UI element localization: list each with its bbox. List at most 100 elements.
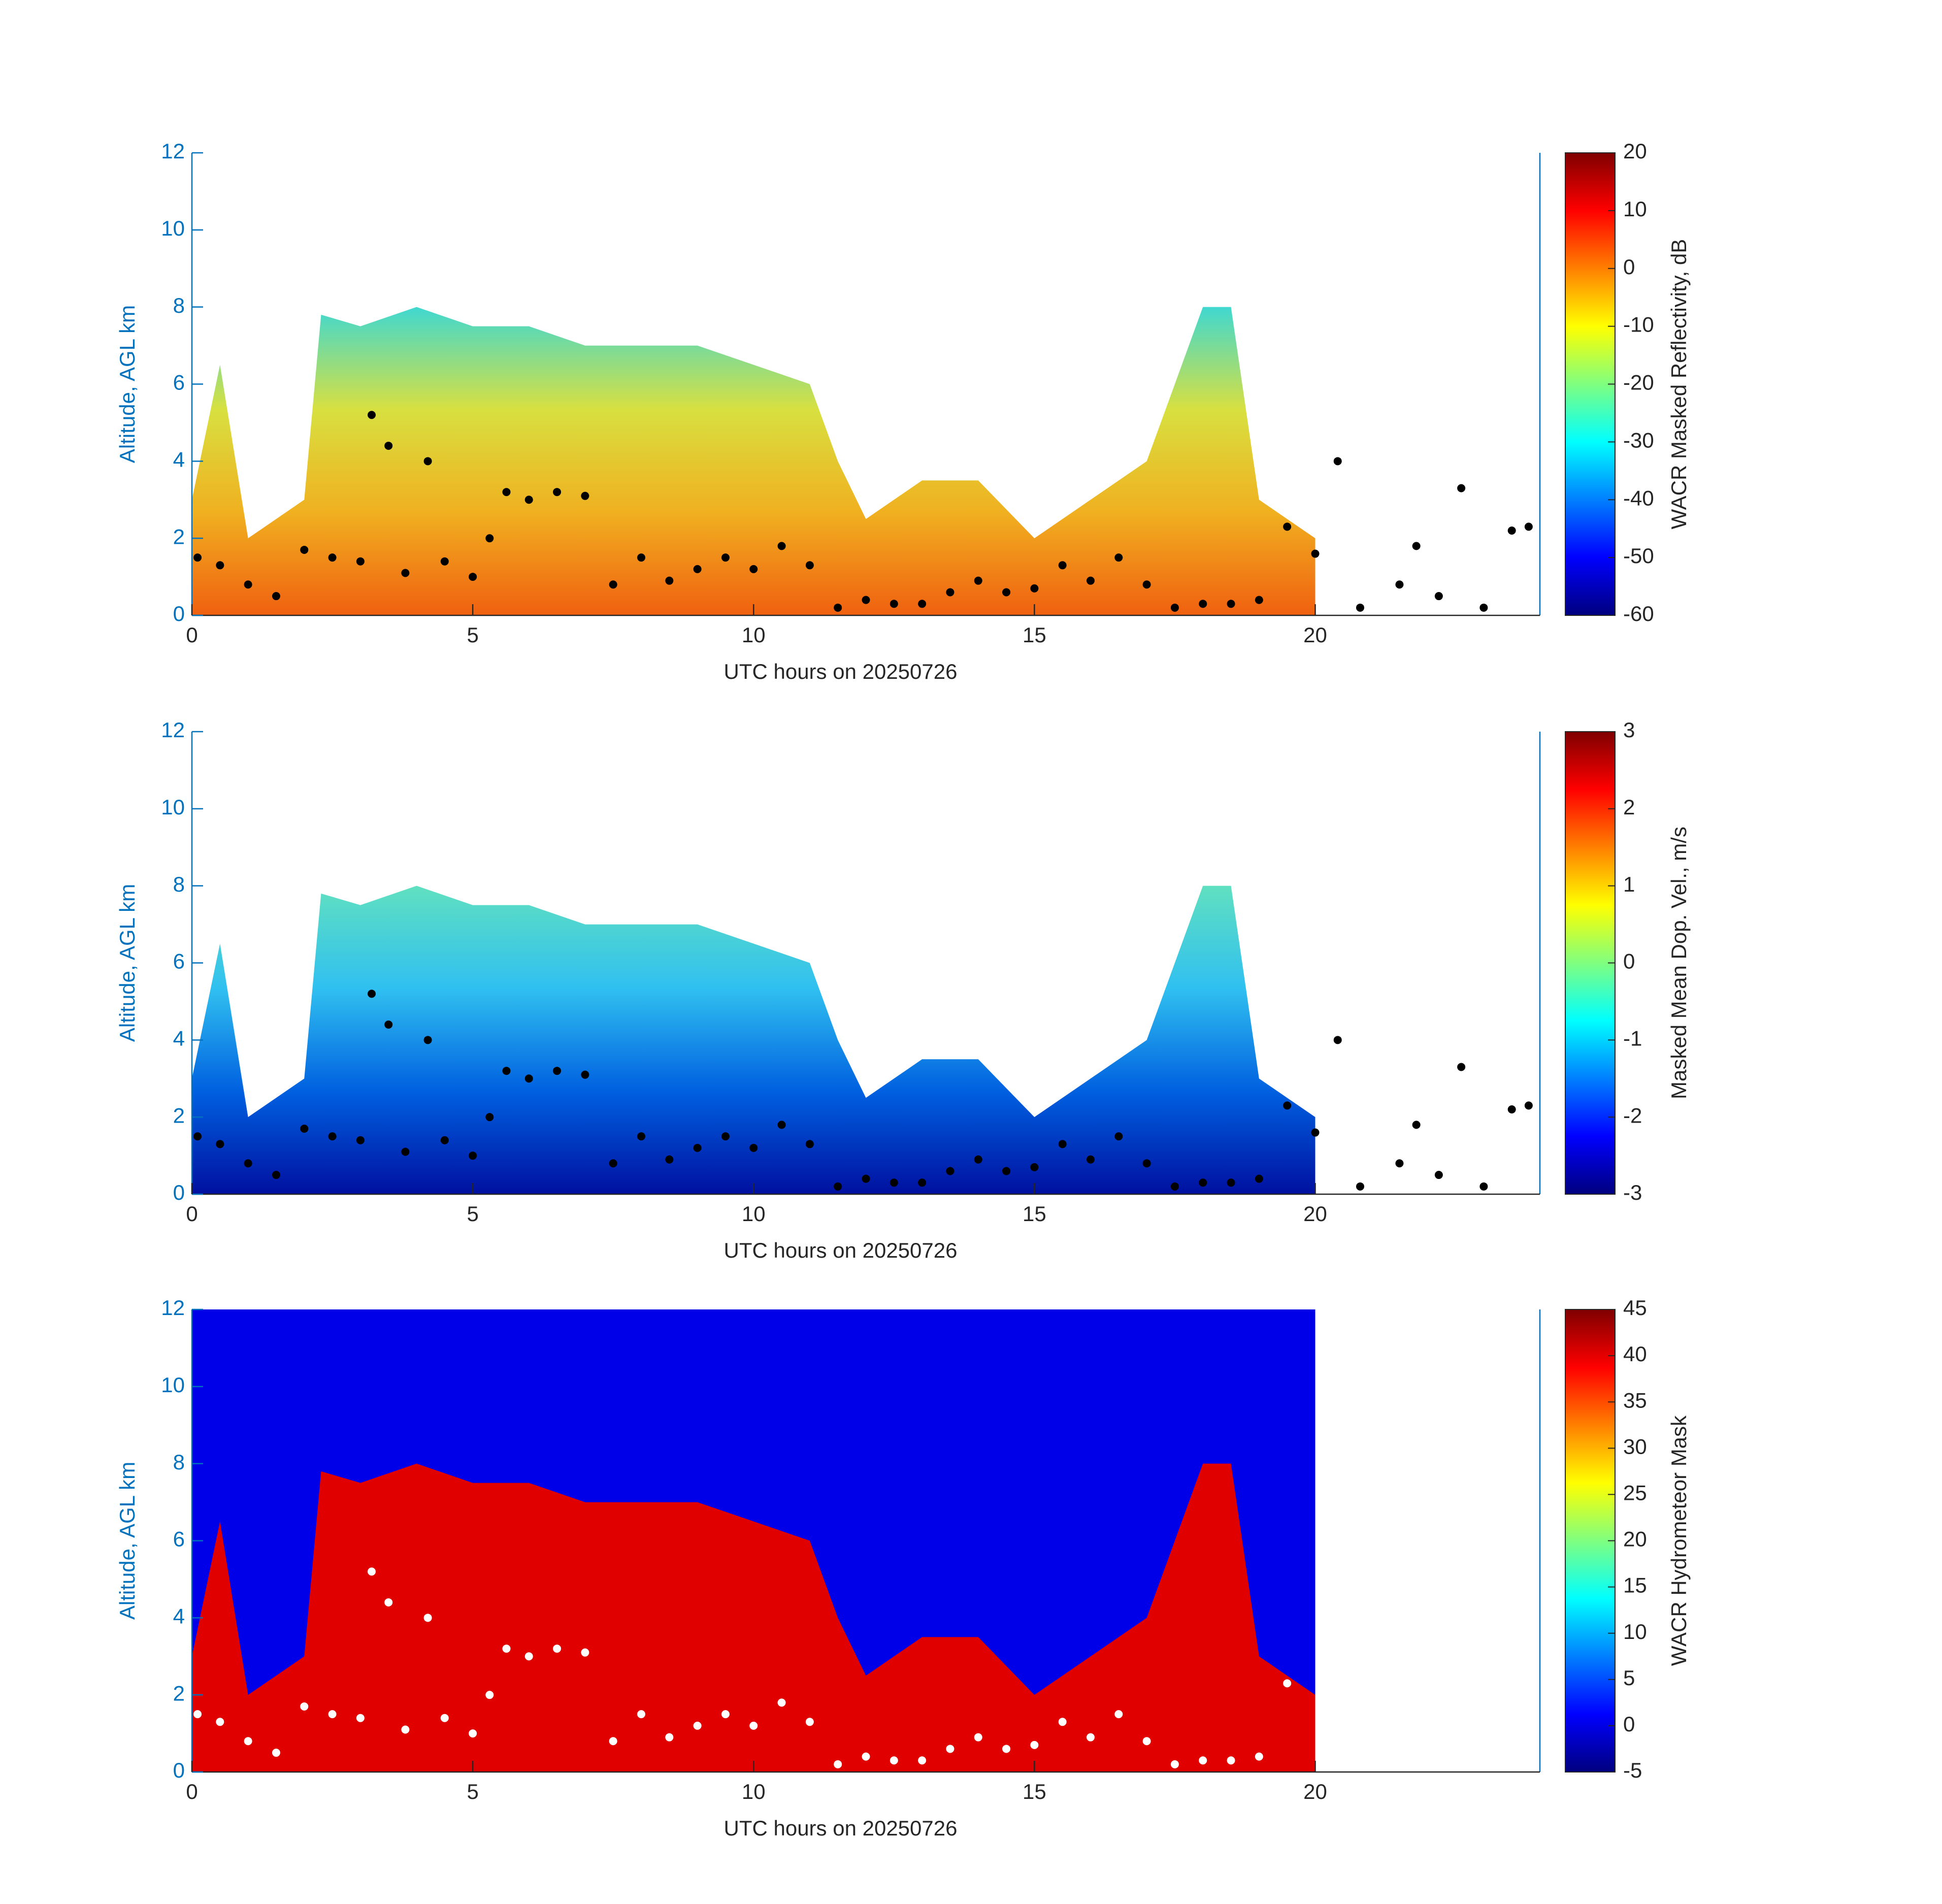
- cloud-base-point: [581, 1070, 589, 1079]
- cloud-base-point: [1457, 1063, 1466, 1071]
- cloud-base-point: [216, 1718, 224, 1726]
- cloud-base-point: [300, 545, 309, 554]
- x-tick-label: 0: [186, 623, 198, 647]
- cloud-base-point: [609, 1159, 617, 1168]
- cloud-base-point: [1058, 1140, 1067, 1148]
- colorbar-tick-label: 25: [1623, 1481, 1647, 1504]
- cloud-base-point: [485, 534, 494, 543]
- cloud-base-point: [918, 1178, 927, 1187]
- colorbar: [1565, 731, 1616, 1195]
- colorbar-tick-label: -10: [1623, 313, 1654, 337]
- cloud-base-point: [805, 1718, 814, 1726]
- cloud-base-point: [1170, 1760, 1179, 1768]
- cloud-base-point: [1142, 1737, 1151, 1746]
- cloud-base-point: [469, 1152, 477, 1160]
- colorbar-tick-label: 30: [1623, 1434, 1647, 1458]
- cloud-base-point: [1412, 542, 1421, 550]
- colorbar-tick-label: 1: [1623, 872, 1635, 896]
- cloud-base-point: [440, 557, 449, 566]
- cloud-base-point: [581, 491, 589, 500]
- cloud-base-point: [423, 457, 432, 466]
- y-tick-label: 2: [173, 1681, 185, 1705]
- cloud-base-point: [665, 1733, 674, 1742]
- x-tick-label: 15: [1023, 623, 1046, 647]
- cloud-base-point: [834, 603, 842, 612]
- echo-area: [192, 307, 1315, 615]
- cloud-base-point: [1434, 592, 1443, 601]
- x-tick-label: 20: [1303, 623, 1327, 647]
- cloud-base-point: [890, 1178, 898, 1187]
- cloud-base-point: [693, 565, 702, 573]
- cloud-base-point: [1524, 1101, 1533, 1110]
- colorbar-tick-label: 3: [1623, 718, 1635, 742]
- cloud-base-point: [1227, 1756, 1235, 1765]
- cloud-base-point: [1058, 561, 1067, 570]
- colorbar-tick-label: -60: [1623, 602, 1654, 626]
- x-tick-label: 20: [1303, 1780, 1327, 1803]
- cloud-base-point: [1283, 1101, 1292, 1110]
- cloud-base-point: [1227, 600, 1235, 608]
- cloud-base-point: [749, 1721, 758, 1730]
- cloud-base-point: [890, 600, 898, 608]
- cloud-base-point: [974, 1733, 982, 1742]
- cloud-base-point: [890, 1756, 898, 1765]
- y-tick-label: 10: [161, 1373, 185, 1397]
- cloud-base-point: [1170, 603, 1179, 612]
- colorbar-tick-label: 20: [1623, 139, 1647, 163]
- colorbar-tick-label: 2: [1623, 795, 1635, 819]
- colorbar-tick-label: -50: [1623, 544, 1654, 568]
- cloud-base-point: [300, 1702, 309, 1711]
- x-tick-label: 5: [467, 1780, 478, 1803]
- y-tick-label: 6: [173, 949, 185, 973]
- cloud-base-point: [1255, 596, 1263, 604]
- cloud-base-point: [440, 1714, 449, 1722]
- cloud-base-point: [423, 1036, 432, 1044]
- cloud-base-point: [1087, 1155, 1095, 1164]
- y-tick-label: 12: [161, 1296, 185, 1320]
- cloud-base-point: [805, 1140, 814, 1148]
- echo-area: [192, 1463, 1315, 1772]
- x-tick-label: 15: [1023, 1202, 1046, 1226]
- colorbar-tick-label: 35: [1623, 1388, 1647, 1412]
- cloud-base-point: [1002, 588, 1011, 597]
- cloud-base-point: [834, 1760, 842, 1768]
- colorbar-tick-label: 0: [1623, 949, 1635, 973]
- cloud-base-point: [665, 1155, 674, 1164]
- cloud-base-point: [524, 1074, 533, 1083]
- cloud-base-point: [384, 1598, 393, 1606]
- cloud-base-point: [1255, 1174, 1263, 1183]
- cloud-base-point: [805, 561, 814, 570]
- colorbar-tick-label: -40: [1623, 486, 1654, 510]
- cloud-base-point: [1002, 1745, 1011, 1753]
- cloud-base-point: [328, 1132, 337, 1141]
- y-axis-label: Altitude, AGL km: [115, 884, 139, 1042]
- y-axis-label: Altitude, AGL km: [115, 305, 139, 463]
- colorbar-tick-label: 15: [1623, 1573, 1647, 1597]
- cloud-base-point: [1142, 580, 1151, 589]
- cloud-base-point: [1356, 603, 1364, 612]
- y-axis-label: Altitude, AGL km: [115, 1462, 139, 1620]
- x-axis-label: UTC hours on 20250726: [724, 1816, 958, 1840]
- cloud-base-point: [328, 553, 337, 562]
- colorbar-tick-label: 5: [1623, 1666, 1635, 1690]
- cloud-base-point: [423, 1614, 432, 1622]
- colorbar: [1565, 152, 1616, 616]
- x-tick-label: 10: [742, 1780, 766, 1803]
- y-tick-label: 2: [173, 1103, 185, 1127]
- cloud-base-point: [384, 441, 393, 450]
- cloud-base-point: [609, 1737, 617, 1746]
- cloud-base-point: [485, 1691, 494, 1699]
- x-tick-label: 10: [742, 1202, 766, 1226]
- cloud-base-point: [777, 1121, 786, 1129]
- cloud-base-point: [401, 569, 410, 577]
- cloud-base-point: [244, 580, 252, 589]
- cloud-base-point: [946, 588, 954, 597]
- cloud-base-point: [862, 1174, 870, 1183]
- y-tick-label: 10: [161, 795, 185, 819]
- cloud-base-point: [1030, 584, 1039, 593]
- cloud-base-point: [1170, 1182, 1179, 1191]
- cloud-base-point: [469, 573, 477, 581]
- y-tick-label: 8: [173, 1450, 185, 1474]
